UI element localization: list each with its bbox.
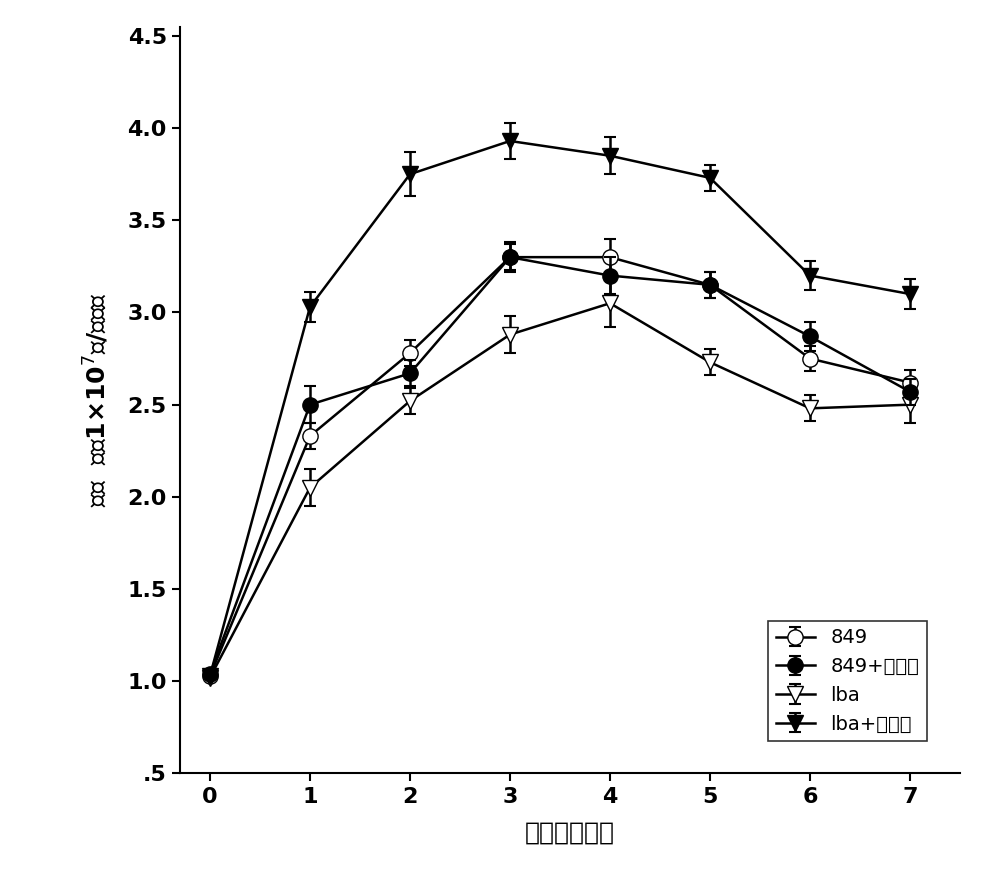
Legend: 849, 849+根瘤菌, lba, lba+根瘤菌: 849, 849+根瘤菌, lba, lba+根瘤菌 [768, 621, 927, 741]
X-axis label: 时间（天数）: 时间（天数） [525, 821, 615, 845]
Y-axis label: 细胞  数（1×10$^7$个/毫升）: 细胞 数（1×10$^7$个/毫升） [81, 292, 111, 508]
